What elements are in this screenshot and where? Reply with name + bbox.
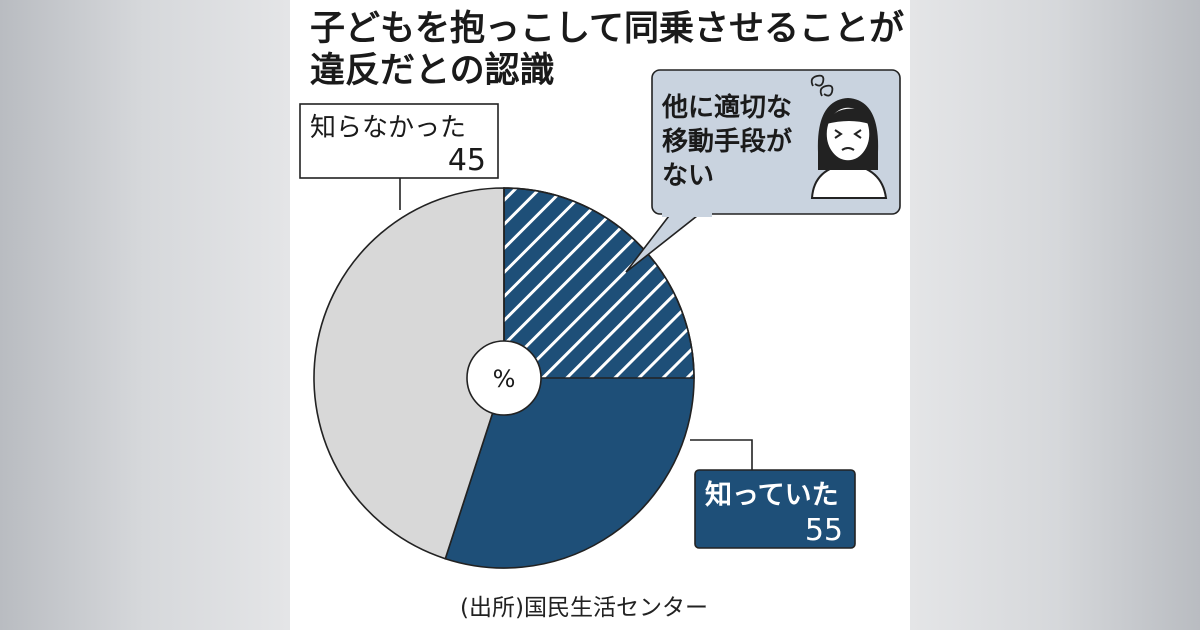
- leader-line-known: [690, 439, 753, 470]
- callout-pointer-join: [662, 211, 712, 217]
- slice-value-known: 55: [805, 513, 843, 548]
- chart-panel: 子どもを抱っこして同乗させることが 違反だとの認識 他に適切な 移動手段が ない: [290, 0, 910, 630]
- label-box-unknown: [299, 103, 499, 179]
- source-note: (出所)国民生活センター: [460, 595, 708, 621]
- slice-label-unknown: 知らなかった: [310, 113, 466, 143]
- slice-label-known: 知っていた: [705, 480, 839, 511]
- chart-title-line-2: 違反だとの認識: [310, 51, 555, 91]
- pie-sub-segment-hatched: [503, 187, 695, 379]
- pie-chart: 他に適切な 移動手段が ない 知らなかった 45 知っていた: [299, 69, 901, 569]
- chart-title-line-1: 子どもを抱っこして同乗させることが: [310, 9, 904, 49]
- callout-line-1: 他に適切な: [661, 92, 792, 123]
- pie-slice-unknown: [313, 187, 505, 560]
- callout-line-2: 移動手段が: [662, 126, 792, 157]
- callout-line-3: ない: [662, 161, 714, 191]
- unit-label: %: [493, 365, 516, 393]
- troubled-woman-icon: [810, 74, 888, 199]
- center-circle: [466, 340, 542, 416]
- label-box-known: [694, 469, 856, 549]
- slice-value-unknown: 45: [448, 143, 486, 178]
